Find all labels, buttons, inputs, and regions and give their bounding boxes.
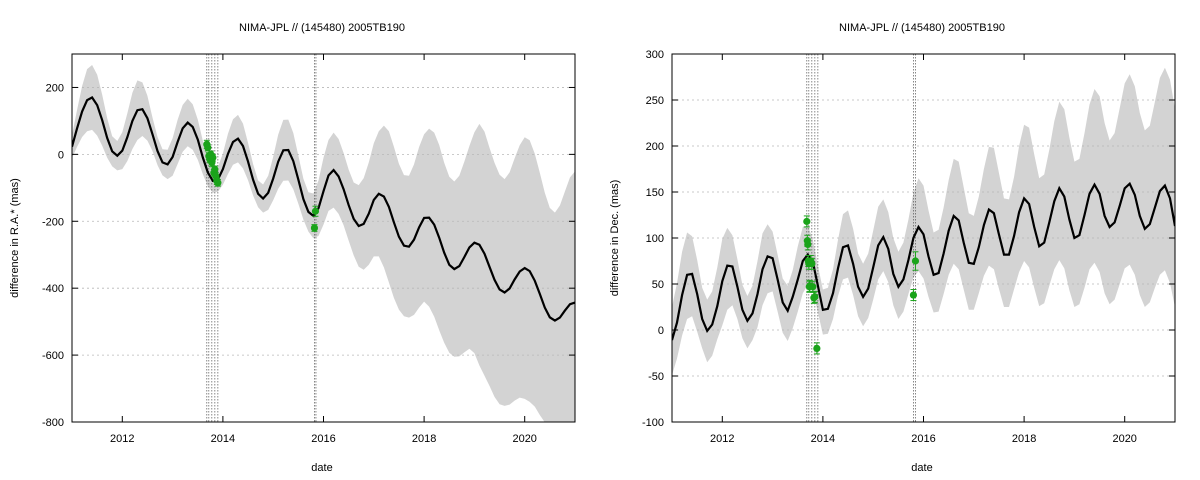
observation-point (909, 291, 918, 299)
observation-point (204, 144, 212, 152)
x-tick-label: 2012 (110, 433, 134, 445)
y-tick-label: -400 (42, 283, 64, 295)
y-tick-label: 200 (46, 82, 64, 94)
plot-clip (72, 54, 575, 422)
prediction-line (672, 181, 1175, 341)
observation-point (911, 257, 920, 265)
y-axis-label: difference in R.A.* (mas) (9, 178, 21, 298)
plot-area: -100 -50 0 50 100 150 200 250 300 2012 2014 2016 201… (642, 49, 1176, 445)
dec-residual-chart: NIMA-JPL // (145480) 2005TB190 date diff… (609, 22, 1176, 474)
ra-residual-chart: NIMA-JPL // (145480) 2005TB190 date diff… (9, 22, 576, 474)
plot-area: -800 -600 -400 -200 0 200 2012 2014 2016 2018 2020 (42, 53, 576, 445)
y-tick-label: -200 (42, 216, 64, 228)
observation-point (813, 344, 821, 352)
y-tick-label: 250 (646, 95, 664, 107)
observation-point (808, 260, 816, 268)
observation-point (209, 154, 217, 162)
observation-point (310, 224, 319, 232)
y-tick-label: 200 (646, 141, 664, 153)
y-tick-label: 150 (646, 187, 664, 199)
y-tick-label: -100 (642, 417, 664, 429)
observation-point (811, 293, 819, 301)
y-tick-label: -800 (42, 417, 64, 429)
y-tick-label: 100 (646, 233, 664, 245)
observation-point (211, 165, 219, 174)
plot-clip (672, 54, 1175, 422)
y-tick-label: -50 (648, 371, 664, 383)
observation-point (809, 283, 817, 291)
x-tick-label: 2014 (211, 433, 235, 445)
x-tick-label: 2012 (710, 433, 734, 445)
x-tick-label: 2016 (911, 433, 935, 445)
x-tick-label: 2014 (811, 433, 835, 445)
y-tick-label: 300 (646, 49, 664, 61)
x-tick-label: 2020 (512, 433, 536, 445)
y-tick-label: 50 (652, 279, 664, 291)
x-tick-label: 2018 (412, 433, 436, 445)
observation-point (804, 240, 812, 249)
x-tick-label: 2020 (1112, 433, 1136, 445)
uncertainty-band (672, 67, 1175, 376)
chart-title: NIMA-JPL // (145480) 2005TB190 (239, 22, 405, 34)
x-tick-label: 2016 (311, 433, 335, 445)
y-tick-label: 0 (658, 325, 664, 337)
y-tick-label: 0 (58, 149, 64, 161)
chart-title: NIMA-JPL // (145480) 2005TB190 (839, 22, 1005, 34)
observation-point (311, 207, 320, 215)
x-tick-label: 2018 (1012, 433, 1036, 445)
y-axis-label: difference in Dec. (mas) (609, 180, 621, 297)
observation-point (803, 217, 811, 226)
y-tick-label: -600 (42, 350, 64, 362)
x-axis-label: date (311, 462, 332, 474)
observation-point (214, 179, 222, 187)
prediction-line (72, 96, 575, 322)
x-axis-label: date (911, 462, 932, 474)
